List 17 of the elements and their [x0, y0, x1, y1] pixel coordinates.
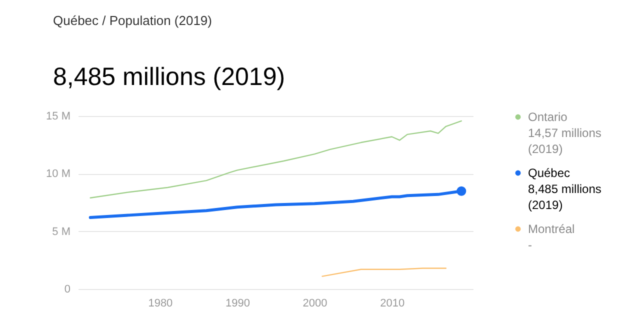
legend-label: Québec [528, 166, 570, 180]
x-tick-label: 1990 [225, 298, 250, 310]
y-tick-label: 0 [64, 284, 70, 296]
text: 14,57 millions (2019) [528, 126, 602, 156]
x-tick-label: 2000 [302, 298, 328, 310]
y-tick-label: 15 M [46, 110, 70, 122]
y-tick-label: 5 M [52, 226, 70, 238]
chart-title: 8,485 millions (2019) [53, 63, 286, 91]
x-tick-label: 1980 [148, 298, 173, 310]
line-series [90, 120, 462, 198]
legend-label: Ontario [528, 110, 568, 124]
text: - [528, 238, 532, 252]
y-tick-label: 10 M [46, 168, 70, 180]
chart-subtitle: Québec / Population (2019) [53, 13, 212, 28]
text: 8,485 millions (2019) [528, 182, 602, 212]
x-tick-label: 2010 [380, 298, 405, 310]
legend-label: Montréal [528, 222, 575, 236]
